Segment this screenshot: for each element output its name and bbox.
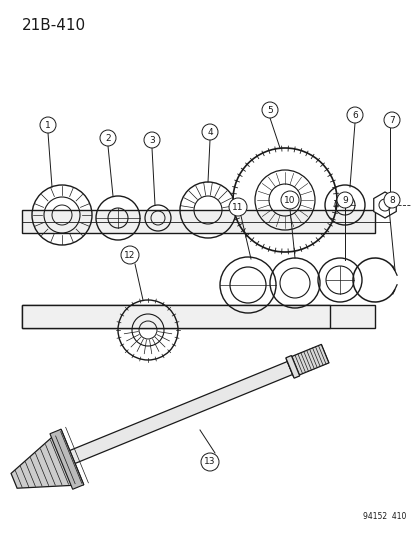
Circle shape [228,198,247,216]
Circle shape [100,130,116,146]
Polygon shape [285,356,299,378]
Polygon shape [373,192,395,218]
Circle shape [40,117,56,133]
Text: 9: 9 [341,196,347,205]
Circle shape [346,107,362,123]
Text: 4: 4 [206,127,212,136]
Circle shape [144,132,159,148]
Circle shape [383,192,399,208]
Text: 94152  410: 94152 410 [362,512,405,521]
Circle shape [121,246,139,264]
Polygon shape [285,344,328,377]
Circle shape [201,453,218,471]
Polygon shape [62,361,292,466]
Polygon shape [22,305,329,328]
Polygon shape [11,429,83,488]
Text: 7: 7 [388,116,394,125]
Circle shape [280,191,298,209]
Text: 21B-410: 21B-410 [22,18,86,33]
Circle shape [383,112,399,128]
Circle shape [336,192,352,208]
Circle shape [261,102,277,118]
Text: 5: 5 [266,106,272,115]
Polygon shape [22,305,374,328]
Polygon shape [22,210,374,233]
Text: 11: 11 [232,203,243,212]
Text: 8: 8 [388,196,394,205]
Text: 2: 2 [105,133,111,142]
Text: 6: 6 [351,110,357,119]
Text: 3: 3 [149,135,154,144]
Polygon shape [50,429,83,489]
Circle shape [202,124,218,140]
Text: 12: 12 [124,251,135,260]
Text: 1: 1 [45,120,51,130]
Text: 10: 10 [284,196,295,205]
Text: 13: 13 [204,457,215,466]
